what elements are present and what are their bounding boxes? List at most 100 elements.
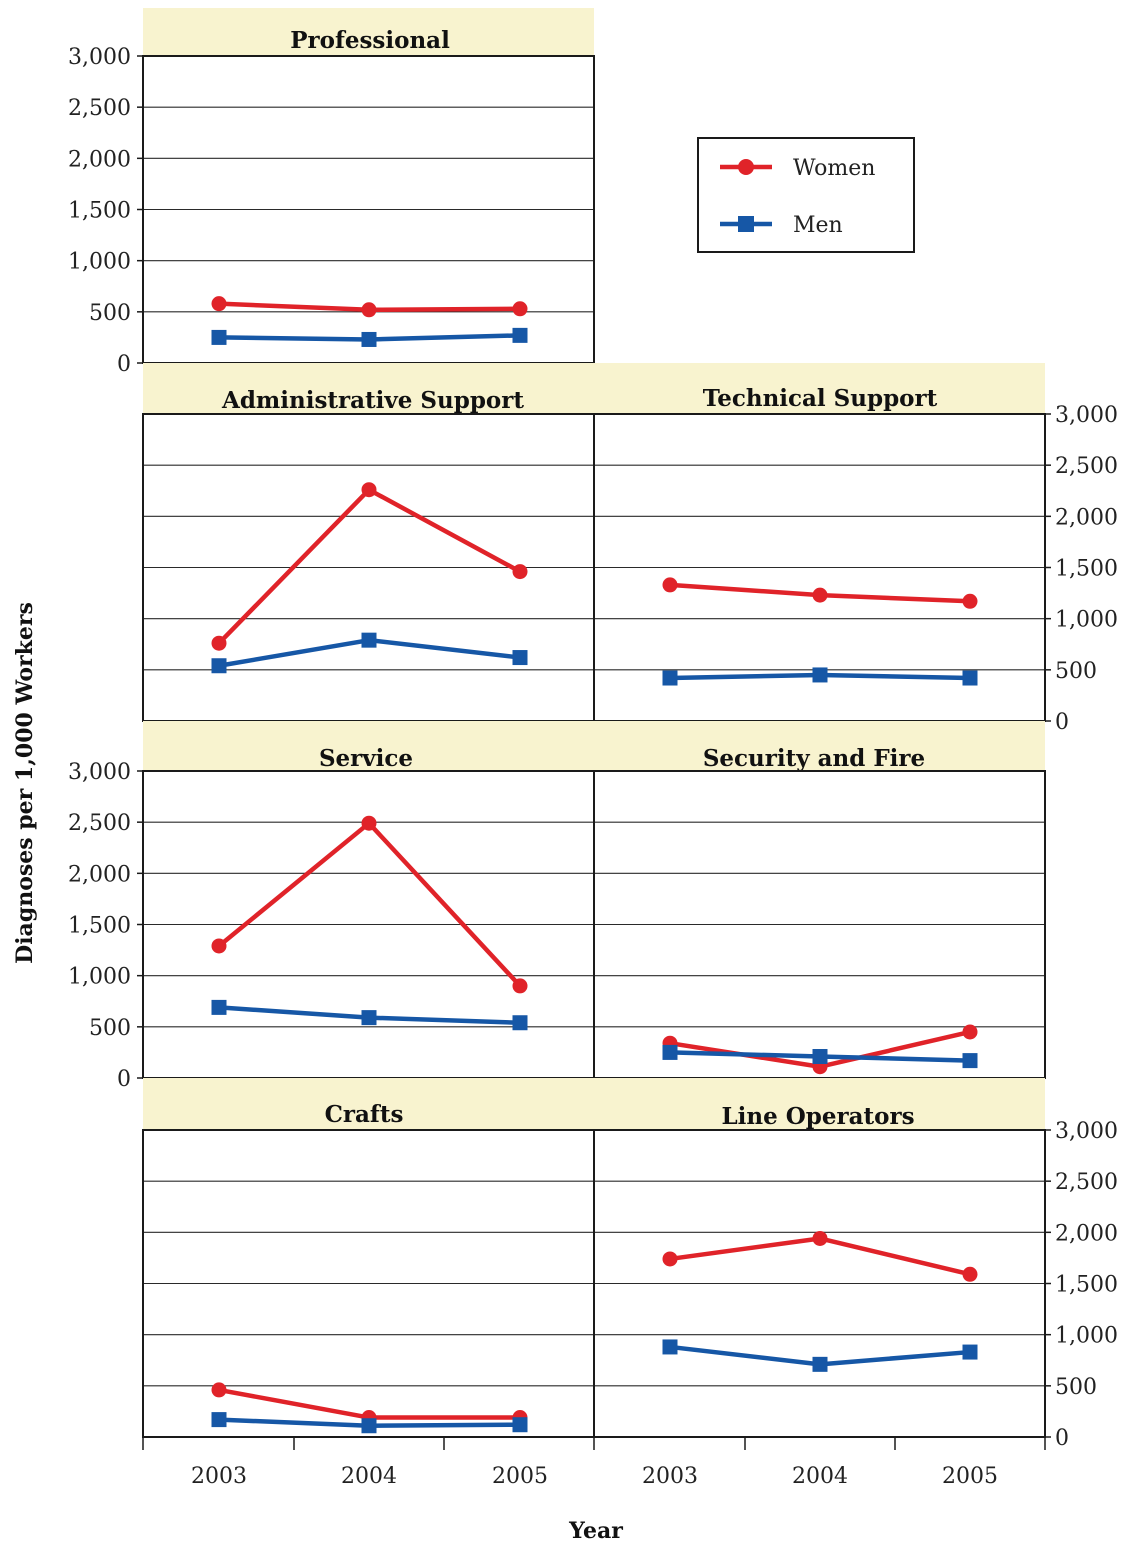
data-point-men [361,1418,377,1434]
panel-service: Service 0 500 1,000 1,500 2,000 2,500 3,000 [68,721,595,1092]
data-point-women [962,593,978,609]
data-point-men [211,999,227,1015]
y-tick-label: 1,000 [68,250,131,275]
data-point-men [812,667,828,683]
data-point-men [962,1344,978,1360]
panel-title: Line Operators [721,1103,914,1130]
data-point-men [812,1049,828,1065]
y-tick-label: 1,500 [68,199,131,224]
y-tick-label: 3,000 [1055,1119,1118,1144]
y-tick-label: 3,000 [68,45,131,70]
data-point-women [211,635,227,651]
data-point-men [512,1015,528,1031]
legend-label-men: Men [793,213,843,238]
legend-box [697,137,915,253]
x-axis: 2003 2004 2005 2003 2004 2005 Year [142,1436,1046,1541]
x-tick-label: 2003 [642,1464,698,1489]
panel-title: Technical Support [703,385,938,412]
data-point-women [812,587,828,603]
data-point-men [361,632,377,648]
y-tick-label: 1,500 [68,914,131,939]
panel-title: Service [319,745,413,772]
panel-header-band [594,363,1045,414]
data-point-women [662,1251,678,1267]
y-tick-label: 0 [1055,1426,1069,1451]
data-point-men [512,1417,528,1433]
y-tick-label: 2,000 [1055,1221,1118,1246]
data-point-women [211,1382,227,1398]
panel-crafts: Crafts [142,1078,595,1438]
data-point-men [662,670,678,686]
data-point-women [512,978,528,994]
panel-title: Crafts [325,1101,404,1128]
y-tick-label: 1,000 [1055,608,1118,633]
y-tick-label: 2,500 [68,96,131,121]
series-line-women [217,820,522,988]
panel-title: Security and Fire [703,745,925,772]
y-tick-label: 2,000 [68,147,131,172]
y-axis-title: Diagnoses per 1,000 Workers [12,602,38,964]
data-point-women [512,564,528,580]
x-tick-label: 2005 [942,1464,998,1489]
data-point-women [361,302,377,318]
y-tick-label: 2,500 [1055,1170,1118,1195]
data-point-women [361,815,377,831]
data-point-women [962,1266,978,1282]
y-tick-label: 500 [89,1016,131,1041]
y-tick-label: 0 [117,1067,131,1092]
data-point-women [211,296,227,312]
data-point-men [211,1412,227,1428]
legend: Women Men [697,137,915,253]
x-axis-title: Year [568,1518,623,1541]
x-tick-label: 2004 [341,1464,397,1489]
y-tick-label: 0 [1055,710,1069,735]
panel-administrative-support: Administrative Support [142,363,595,722]
panel-header-band [143,363,594,414]
y-tick-label: 2,000 [68,862,131,887]
y-tick-label: 2,500 [1055,454,1118,479]
panel-header-band [143,8,594,56]
data-point-men [512,327,528,343]
panel-security-and-fire: Security and Fire [593,721,1046,1079]
data-point-women [211,938,227,954]
data-point-men [662,1044,678,1060]
panel-header-band [594,1078,1045,1130]
y-tick-label: 1,500 [1055,557,1118,582]
data-point-men [962,1053,978,1069]
y-tick-label: 3,000 [68,760,131,785]
data-point-men [361,1010,377,1026]
y-tick-label: 0 [117,352,131,377]
data-point-women [662,577,678,593]
panel-header-band [143,1078,594,1130]
data-point-men [662,1339,678,1355]
panel-header-band [594,721,1045,771]
panel-technical-support: Technical Support 0 500 1,000 1,500 2,000 2,50… [593,363,1118,735]
data-point-men [211,658,227,674]
panel-professional: Professional 0 500 1,000 1,500 2,000 2,500 3,00… [68,8,595,377]
data-point-women [962,1024,978,1040]
y-tick-label: 500 [1055,659,1097,684]
data-point-men [211,329,227,345]
data-point-men [812,1356,828,1372]
x-tick-label: 2003 [191,1464,247,1489]
data-point-men [962,670,978,686]
y-tick-label: 2,500 [68,811,131,836]
legend-marker-women [738,159,754,175]
panel-line-operators: Line Operators 0 500 1,000 1,500 2,000 2,500 3,… [593,1078,1118,1451]
data-point-women [361,482,377,498]
y-tick-label: 1,000 [1055,1324,1118,1349]
y-tick-label: 500 [89,301,131,326]
x-tick-label: 2004 [792,1464,848,1489]
legend-label-women: Women [793,156,875,181]
series-line-women [217,487,522,645]
data-point-men [361,331,377,347]
data-point-men [512,650,528,666]
y-tick-label: 500 [1055,1375,1097,1400]
y-tick-label: 2,000 [1055,505,1118,530]
y-tick-label: 1,500 [1055,1273,1118,1298]
panel-header-band [143,721,594,771]
y-tick-label: 1,000 [68,965,131,990]
panel-title: Administrative Support [221,387,524,414]
y-tick-label: 3,000 [1055,403,1118,428]
